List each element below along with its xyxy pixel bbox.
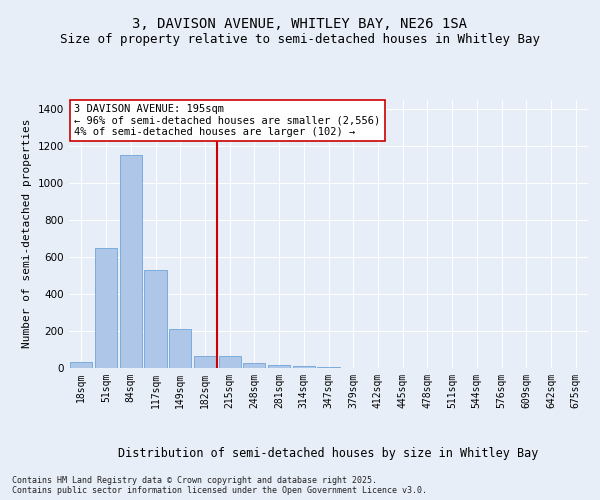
Bar — [293, 366, 315, 368]
Bar — [268, 365, 290, 368]
Text: Size of property relative to semi-detached houses in Whitley Bay: Size of property relative to semi-detach… — [60, 32, 540, 46]
X-axis label: Distribution of semi-detached houses by size in Whitley Bay: Distribution of semi-detached houses by … — [118, 446, 539, 460]
Bar — [119, 156, 142, 368]
Bar — [145, 270, 167, 368]
Bar — [194, 356, 216, 368]
Bar — [95, 248, 117, 368]
Bar — [169, 329, 191, 368]
Bar — [218, 356, 241, 368]
Text: 3, DAVISON AVENUE, WHITLEY BAY, NE26 1SA: 3, DAVISON AVENUE, WHITLEY BAY, NE26 1SA — [133, 18, 467, 32]
Bar — [317, 367, 340, 368]
Text: Contains HM Land Registry data © Crown copyright and database right 2025.
Contai: Contains HM Land Registry data © Crown c… — [12, 476, 427, 495]
Y-axis label: Number of semi-detached properties: Number of semi-detached properties — [22, 119, 32, 348]
Bar — [70, 362, 92, 368]
Bar — [243, 363, 265, 368]
Text: 3 DAVISON AVENUE: 195sqm
← 96% of semi-detached houses are smaller (2,556)
4% of: 3 DAVISON AVENUE: 195sqm ← 96% of semi-d… — [74, 104, 380, 137]
